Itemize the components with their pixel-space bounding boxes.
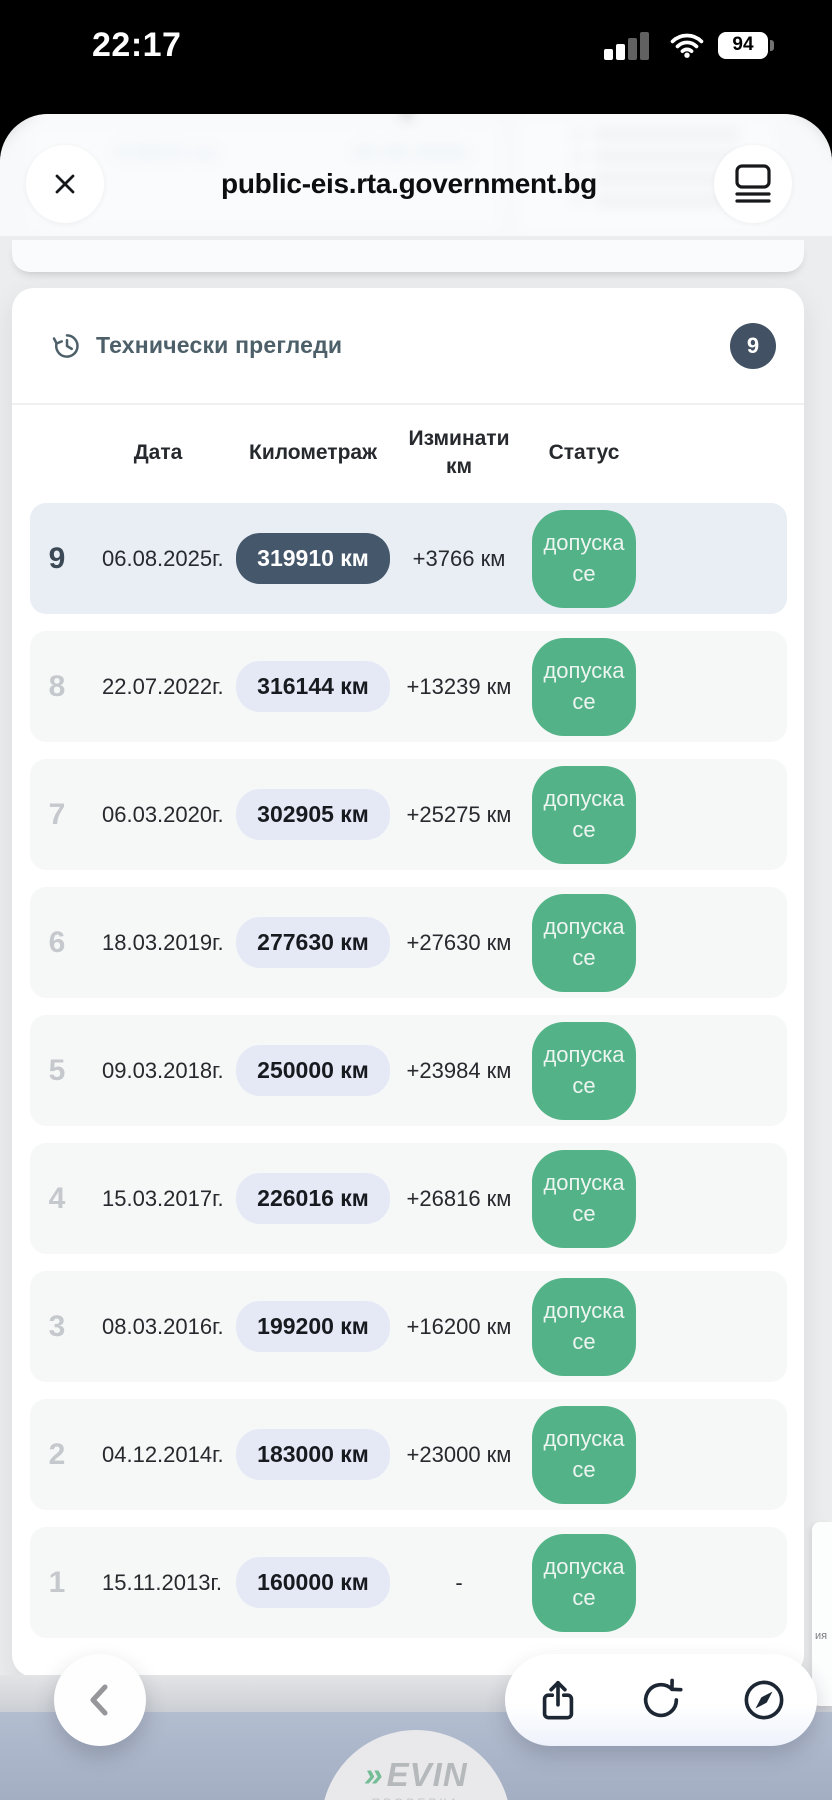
divider	[12, 403, 804, 405]
battery-indicator: 94	[718, 31, 774, 59]
fragment-text: ия	[815, 1630, 828, 1642]
odometer-pill: 183000 км	[236, 1429, 390, 1480]
compass-icon	[744, 1680, 784, 1720]
adjacent-card-fragment: ия	[812, 1522, 832, 1706]
row-number: 1	[48, 1565, 66, 1599]
inspection-date: 15.11.2013г.	[102, 1569, 222, 1595]
back-button[interactable]	[54, 1654, 146, 1746]
share-icon	[542, 1680, 574, 1720]
cellular-signal-icon	[604, 32, 649, 60]
odometer-pill: 160000 км	[236, 1557, 390, 1608]
status-badge: допуска се	[532, 765, 636, 864]
status-badge: допуска се	[532, 1021, 636, 1120]
in-app-browser-sheet: 319910 км 06.08.2026г. public-eis.rta.go…	[0, 114, 832, 1800]
table-row[interactable]: 5 09.03.2018г. 250000 км +23984 км допус…	[30, 1015, 787, 1126]
row-number: 3	[48, 1309, 66, 1343]
status-bar: 22:17 94	[0, 0, 832, 100]
row-number: 5	[48, 1053, 66, 1087]
status-badge: допуска се	[532, 893, 636, 992]
row-number: 6	[48, 925, 66, 959]
row-number: 7	[48, 797, 66, 831]
url-display[interactable]: public-eis.rta.government.bg	[221, 168, 597, 199]
panel-title: Технически прегледи	[96, 332, 343, 358]
status-badge: допуска се	[532, 509, 636, 608]
table-row[interactable]: 4 15.03.2017г. 226016 км +26816 км допус…	[30, 1143, 787, 1254]
chevron-left-icon	[90, 1684, 108, 1716]
km-diff: +25275 км	[406, 801, 512, 827]
table-row[interactable]: 1 15.11.2013г. 160000 км - допуска се	[30, 1527, 787, 1638]
card-header: Технически прегледи 9	[12, 288, 804, 403]
open-in-safari-button[interactable]	[741, 1677, 787, 1723]
km-diff: +26816 км	[406, 1185, 512, 1211]
reader-menu-button[interactable]	[714, 145, 792, 223]
inspection-count-badge: 9	[730, 322, 776, 369]
table-header: Дата Километраж Изминати км Статус	[30, 405, 787, 501]
previous-card-bottom-edge	[12, 240, 804, 272]
history-clock-icon	[52, 333, 79, 358]
km-diff: +16200 км	[406, 1313, 512, 1339]
browser-header: public-eis.rta.government.bg	[0, 114, 832, 236]
logo-subtitle: ПРОВЕРКА	[321, 1796, 511, 1800]
inspection-date: 09.03.2018г.	[102, 1057, 224, 1083]
inspection-date: 15.03.2017г.	[102, 1185, 224, 1211]
reader-menu-icon	[735, 164, 771, 203]
battery-percent: 94	[732, 34, 754, 55]
status-badge: допуска се	[532, 637, 636, 736]
clock-time: 22:17	[92, 25, 182, 64]
inspections-card: Технически прегледи 9 Дата Километраж Из…	[12, 288, 804, 1677]
odometer-pill: 277630 км	[236, 917, 390, 968]
battery-nub	[770, 39, 774, 51]
status-badge: допуска се	[532, 1149, 636, 1248]
status-badge: допуска се	[532, 1277, 636, 1376]
table-row[interactable]: 8 22.07.2022г. 316144 км +13239 км допус…	[30, 631, 787, 742]
status-badge: допуска се	[532, 1533, 636, 1632]
reload-icon	[643, 1678, 683, 1718]
row-number: 2	[48, 1437, 66, 1471]
row-number: 9	[48, 541, 66, 575]
logo-text: EVIN	[386, 1756, 468, 1793]
close-icon	[55, 174, 75, 194]
close-browser-button[interactable]	[26, 145, 104, 223]
status-icons: 94	[604, 27, 774, 63]
km-diff: -	[455, 1569, 463, 1595]
odometer-pill: 199200 км	[236, 1301, 390, 1352]
km-diff: +13239 км	[406, 673, 512, 699]
inspection-date: 04.12.2014г.	[102, 1441, 224, 1467]
km-diff: +23000 км	[406, 1441, 512, 1467]
table-row[interactable]: 9 06.08.2025г. 319910 км +3766 км допуск…	[30, 503, 787, 614]
webpage: Технически прегледи 9 Дата Километраж Из…	[0, 236, 832, 1800]
column-distance: Изминати км	[408, 426, 510, 478]
km-diff: +23984 км	[406, 1057, 512, 1083]
odometer-pill: 226016 км	[236, 1173, 390, 1224]
km-diff: +3766 км	[412, 545, 506, 571]
wifi-icon	[670, 33, 704, 58]
odometer-pill: 316144 км	[236, 661, 390, 712]
inspection-date: 22.07.2022г.	[102, 673, 224, 699]
km-diff: +27630 км	[406, 929, 512, 955]
table-row[interactable]: 2 04.12.2014г. 183000 км +23000 км допус…	[30, 1399, 787, 1510]
inspection-rows: 9 06.08.2025г. 319910 км +3766 км допуск…	[30, 503, 787, 1655]
row-number: 4	[48, 1181, 66, 1215]
column-odometer: Километраж	[249, 440, 377, 464]
reload-button[interactable]	[638, 1677, 684, 1723]
odometer-pill: 319910 км	[236, 533, 390, 584]
status-badge: допуска се	[532, 1405, 636, 1504]
inspection-date: 06.03.2020г.	[102, 801, 224, 827]
row-number: 8	[48, 669, 66, 703]
inspection-date: 08.03.2016г.	[102, 1313, 224, 1339]
odometer-pill: 302905 км	[236, 789, 390, 840]
share-button[interactable]	[535, 1677, 581, 1723]
inspection-date: 18.03.2019г.	[102, 929, 224, 955]
inspection-date: 06.08.2025г.	[102, 545, 224, 571]
odometer-pill: 250000 км	[236, 1045, 390, 1096]
table-row[interactable]: 6 18.03.2019г. 277630 км +27630 км допус…	[30, 887, 787, 998]
logo-arrow-mark: »	[364, 1756, 384, 1793]
column-status: Статус	[548, 440, 620, 464]
table-row[interactable]: 7 06.03.2020г. 302905 км +25275 км допус…	[30, 759, 787, 870]
table-row[interactable]: 3 08.03.2016г. 199200 км +16200 км допус…	[30, 1271, 787, 1382]
browser-toolbar	[505, 1654, 817, 1746]
column-date: Дата	[133, 440, 183, 464]
